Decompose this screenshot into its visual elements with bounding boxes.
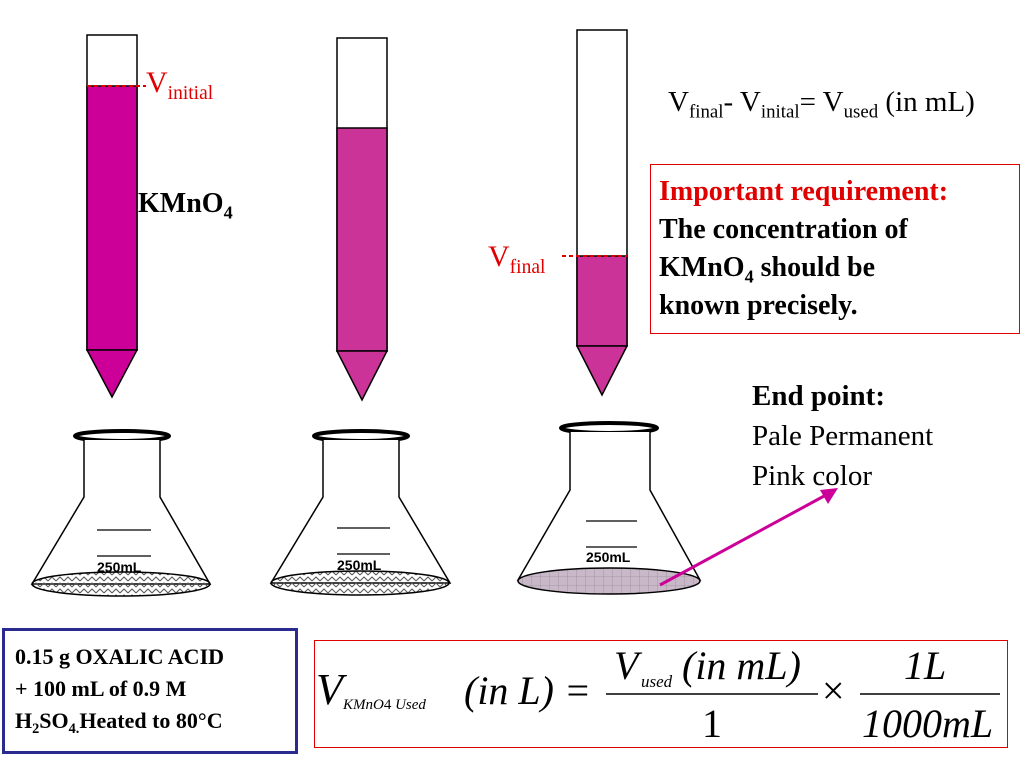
flask-3-label: 250mL xyxy=(586,549,631,565)
formula-lhs-unit: (in L) = xyxy=(464,668,591,713)
requirement-line-1: The concentration of xyxy=(659,214,908,245)
oxalic-line-2: + 100 mL of 0.9 M xyxy=(15,676,187,701)
formula-num-v: V xyxy=(614,643,639,688)
end-point-note: End point: Pale Permanent Pink color xyxy=(752,376,933,496)
formula-num-2: 1L xyxy=(904,643,947,688)
burette-1-tip xyxy=(85,349,139,399)
requirement-title: Important requirement: xyxy=(659,176,949,207)
oxalic-line-3: H2SO4.Heated to 80°C xyxy=(15,708,223,737)
burette-3-tip xyxy=(575,345,629,397)
formula-subscript: KMnO4 Used xyxy=(343,697,426,713)
formula-v: V xyxy=(316,665,343,714)
burette-3 xyxy=(562,29,629,397)
formula-den-1: 1 xyxy=(702,701,722,746)
requirement-line-2: KMnO4 should be xyxy=(659,252,876,287)
burette-1-solution xyxy=(86,85,138,351)
volume-used-equation: Vfinal- Vinital= Vused (in mL) xyxy=(668,86,975,123)
formula-den-2: 1000mL xyxy=(862,701,994,746)
oxalic-acid-box: 0.15 g OXALIC ACID + 100 mL of 0.9 M H2S… xyxy=(2,628,298,754)
requirement-line-3: known precisely. xyxy=(659,290,858,321)
kmno4-label: KMnO4 xyxy=(138,188,233,223)
volume-formula-box xyxy=(314,640,1008,748)
flask-2 xyxy=(269,429,452,596)
v-final-label: Vfinal xyxy=(488,240,546,278)
formula-num-unit: (in mL) xyxy=(682,643,801,688)
burette-2 xyxy=(335,37,389,402)
flask-3-pink-solution xyxy=(517,567,701,595)
end-point-title: End point: xyxy=(752,380,885,412)
oxalic-line-1: 0.15 g OXALIC ACID xyxy=(15,644,225,669)
flask-1-label: 250mL xyxy=(97,559,142,575)
burette-3-solution xyxy=(576,255,628,347)
end-point-arrow xyxy=(659,488,838,587)
flask-3 xyxy=(516,421,702,595)
end-point-line-1: Pale Permanent xyxy=(752,420,934,452)
burette-2-tip xyxy=(335,350,389,402)
burette-1 xyxy=(85,34,146,399)
flask-2-label: 250mL xyxy=(337,557,382,573)
burette-2-solution xyxy=(336,127,388,352)
flask-1 xyxy=(30,429,212,597)
end-point-line-2: Pink color xyxy=(752,460,873,492)
formula-num-sub: used xyxy=(641,672,673,691)
requirement-box: Important requirement: The concentration… xyxy=(650,164,1020,334)
formula-times: × xyxy=(822,668,845,713)
v-initial-label: Vinitial xyxy=(146,66,214,104)
